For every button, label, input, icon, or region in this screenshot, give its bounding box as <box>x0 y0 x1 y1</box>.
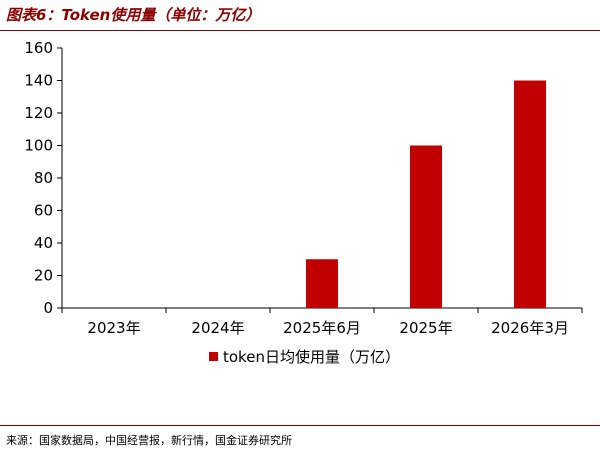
y-tick-label-8: 160 <box>24 39 53 57</box>
x-tick-label-2: 2025年6月 <box>283 319 361 337</box>
bar-4 <box>514 80 546 308</box>
legend-label: token日均使用量（万亿） <box>223 348 400 366</box>
chart-area: 0 20 40 60 80 100 120 140 160 2023年 2024年 2025年6月 20… <box>0 31 600 425</box>
y-tick-label-5: 100 <box>24 137 53 155</box>
footer-rule <box>0 425 600 426</box>
x-tick-label-4: 2026年3月 <box>491 319 569 337</box>
y-tick-label-4: 80 <box>34 169 53 187</box>
y-tick-label-3: 60 <box>34 202 53 220</box>
y-tick-label-6: 120 <box>24 104 53 122</box>
y-tick-label-7: 140 <box>24 72 53 90</box>
y-tick-label-1: 20 <box>34 267 53 285</box>
y-tick-label-0: 0 <box>43 299 53 317</box>
x-tick-label-1: 2024年 <box>191 319 244 337</box>
x-tick-label-0: 2023年 <box>87 319 140 337</box>
legend-swatch <box>209 352 218 361</box>
bar-3 <box>410 145 442 308</box>
bar-chart: 0 20 40 60 80 100 120 140 160 2023年 2024年 2025年6月 20… <box>24 39 583 366</box>
figure-title: 图表6：Token使用量（单位：万亿） <box>6 6 261 24</box>
source-note: 来源：国家数据局，中国经营报，新行情，国金证券研究所 <box>6 434 292 447</box>
bar-2 <box>306 259 338 308</box>
x-tick-label-3: 2025年 <box>399 319 452 337</box>
title-rule <box>0 30 600 31</box>
y-tick-label-2: 40 <box>34 234 53 252</box>
